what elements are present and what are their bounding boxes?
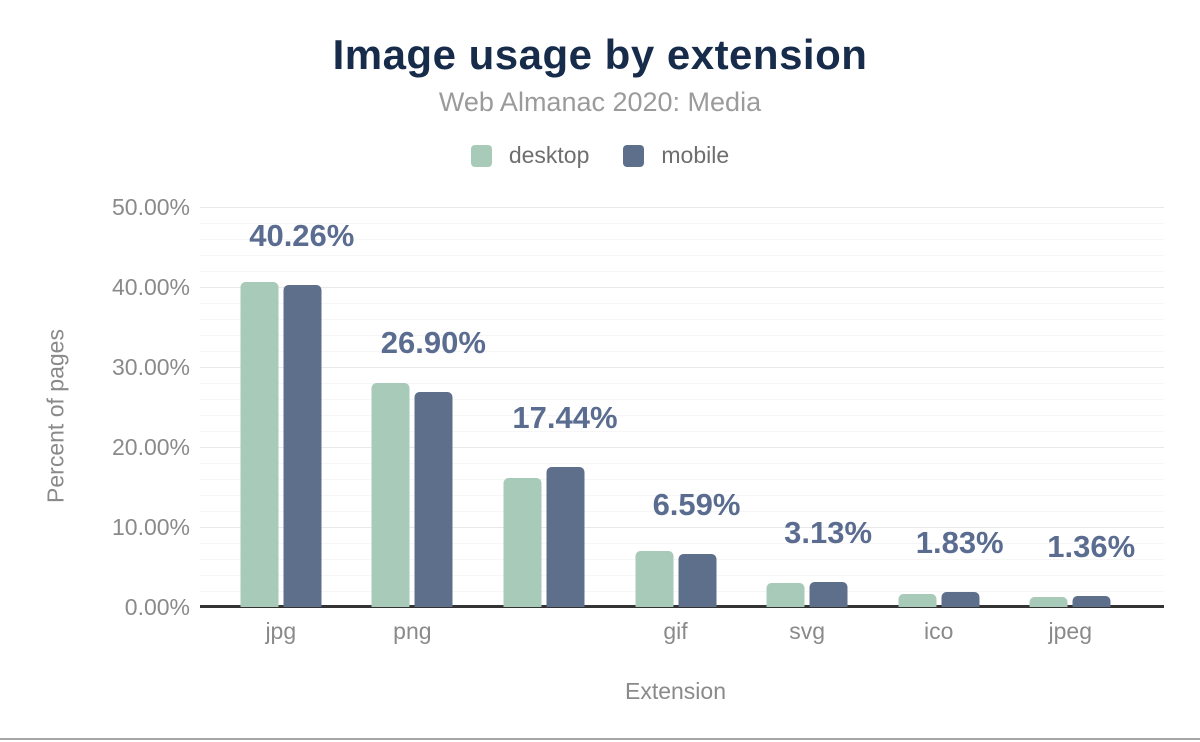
y-tick-label: 40.00% xyxy=(111,274,190,300)
data-label-jpeg: 1.36% xyxy=(1047,529,1136,564)
gridline xyxy=(200,319,1164,320)
bar-groups: 40.26% jpg 26.90% png 17.44% 6.59% gif 3.13% svg… xyxy=(215,207,1136,644)
gridline xyxy=(200,271,1164,272)
bar-mobile-ico[interactable] xyxy=(941,592,980,607)
y-tick-label: 30.00% xyxy=(111,354,190,380)
gridline xyxy=(200,383,1164,384)
gridline xyxy=(200,351,1164,352)
legend: desktop mobile xyxy=(0,142,1200,169)
x-tick-label-jpeg: jpeg xyxy=(1048,618,1092,644)
mobile-swatch-icon xyxy=(623,144,645,167)
bar-group-no-extension: 17.44% xyxy=(478,207,618,607)
bar-group-jpeg: 1.36% jpeg xyxy=(1004,207,1136,644)
data-label-ico: 1.83% xyxy=(915,525,1004,560)
data-label-png: 26.90% xyxy=(380,325,486,360)
bar-desktop-ico[interactable] xyxy=(898,594,937,607)
gridline xyxy=(200,527,1164,528)
gridline xyxy=(200,207,1164,208)
gridline xyxy=(200,303,1164,304)
y-axis-ticks: 0.00% 10.00% 20.00% 30.00% 40.00% 50.00% xyxy=(0,194,190,620)
gridline xyxy=(200,335,1164,336)
x-tick-label-ico: ico xyxy=(923,618,954,644)
gridline xyxy=(200,399,1164,400)
bar-mobile-no-extension[interactable] xyxy=(546,467,585,607)
y-tick-label: 50.00% xyxy=(111,194,190,220)
data-label-jpg: 40.26% xyxy=(249,218,355,253)
gridline xyxy=(200,431,1164,432)
x-tick-label-png: png xyxy=(393,618,432,644)
y-tick-label: 20.00% xyxy=(111,434,190,460)
gridline xyxy=(200,287,1164,288)
legend-label-desktop: desktop xyxy=(508,142,590,168)
gridline xyxy=(200,479,1164,480)
gridline xyxy=(200,255,1164,256)
bar-group-jpg: 40.26% jpg xyxy=(215,207,354,644)
bar-group-png: 26.90% png xyxy=(347,207,486,644)
x-tick-label-jpg: jpg xyxy=(265,618,297,644)
x-tick-label-gif: gif xyxy=(663,618,688,644)
gridline xyxy=(200,223,1164,224)
plot-area xyxy=(200,207,1164,607)
y-tick-label: 10.00% xyxy=(111,514,190,540)
desktop-swatch-icon xyxy=(470,144,492,167)
chart-title: Image usage by extension xyxy=(332,31,868,78)
data-label-svg: 3.13% xyxy=(784,515,873,550)
data-label-no-extension: 17.44% xyxy=(512,400,618,435)
x-axis-title: Extension xyxy=(624,678,726,704)
gridline xyxy=(200,543,1164,544)
bar-desktop-png[interactable] xyxy=(371,383,410,607)
bar-mobile-jpg[interactable] xyxy=(283,285,322,607)
bar-desktop-jpeg[interactable] xyxy=(1029,597,1068,607)
gridline xyxy=(200,415,1164,416)
bar-group-gif: 6.59% gif xyxy=(610,207,742,644)
bar-pair-jpeg xyxy=(1029,596,1111,607)
legend-label-mobile: mobile xyxy=(661,142,730,168)
legend-item-mobile[interactable]: mobile xyxy=(623,142,729,169)
gridline xyxy=(200,511,1164,512)
bar-pair-svg xyxy=(766,582,848,607)
gridline xyxy=(200,447,1164,448)
bar-pair-ico xyxy=(898,592,980,607)
gridline xyxy=(200,495,1164,496)
gridline xyxy=(200,367,1164,368)
bar-mobile-gif[interactable] xyxy=(678,554,717,607)
bar-desktop-svg[interactable] xyxy=(766,583,805,607)
bar-mobile-svg[interactable] xyxy=(809,582,848,607)
chart-subtitle: Web Almanac 2020: Media xyxy=(438,87,762,117)
bar-group-ico: 1.83% ico xyxy=(873,207,1005,644)
legend-item-desktop[interactable]: desktop xyxy=(470,142,590,169)
bar-mobile-png[interactable] xyxy=(414,392,453,607)
bar-desktop-gif[interactable] xyxy=(635,551,674,607)
bar-pair-no-extension xyxy=(503,467,585,607)
bar-mobile-jpeg[interactable] xyxy=(1072,596,1111,607)
bar-group-svg: 3.13% svg xyxy=(741,207,873,644)
y-tick-label: 0.00% xyxy=(124,594,190,620)
data-label-gif: 6.59% xyxy=(652,487,741,522)
bar-pair-jpg xyxy=(240,282,322,607)
gridline xyxy=(200,463,1164,464)
gridline xyxy=(200,239,1164,240)
bar-pair-png xyxy=(371,383,453,607)
bar-pair-gif xyxy=(635,551,717,607)
x-tick-label-svg: svg xyxy=(789,618,825,644)
bar-desktop-no-extension[interactable] xyxy=(503,478,542,607)
bar-desktop-jpg[interactable] xyxy=(240,282,279,607)
footer-divider xyxy=(0,738,1200,740)
